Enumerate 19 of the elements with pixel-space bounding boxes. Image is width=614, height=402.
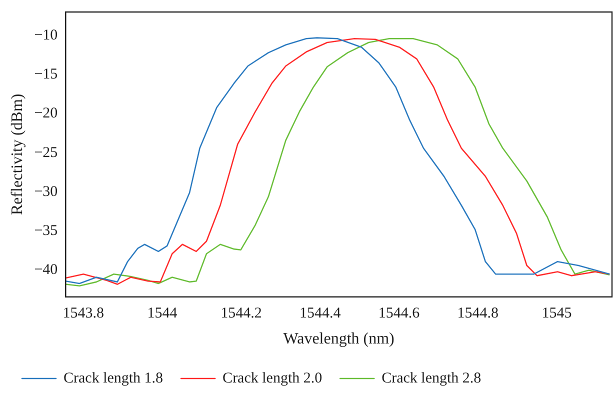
y-tick-label: −15: [34, 66, 58, 83]
y-axis-title: Reflectivity (dBm): [8, 94, 26, 216]
legend-label: Crack length 2.8: [382, 370, 482, 386]
y-tick-label: −40: [34, 262, 58, 278]
y-tick-label: −10: [34, 27, 58, 44]
y-tick-label: −30: [34, 184, 58, 200]
legend-label: Crack length 1.8: [64, 370, 164, 386]
x-tick-label: 1544.2: [220, 306, 262, 322]
y-tick-label: −35: [34, 223, 58, 240]
x-tick-label: 1544.8: [457, 306, 499, 322]
x-tick-label: 1545: [542, 306, 572, 322]
x-tick-label: 1544.4: [299, 306, 342, 322]
x-tick-label: 1544.6: [378, 306, 420, 322]
x-tick-label: 1543.8: [62, 306, 104, 322]
y-tick-label: −25: [34, 144, 58, 161]
x-axis-title: Wavelength (nm): [283, 330, 394, 348]
legend-label: Crack length 2.0: [222, 370, 322, 386]
x-tick-label: 1544: [147, 306, 178, 322]
y-tick-label: −20: [34, 106, 58, 122]
